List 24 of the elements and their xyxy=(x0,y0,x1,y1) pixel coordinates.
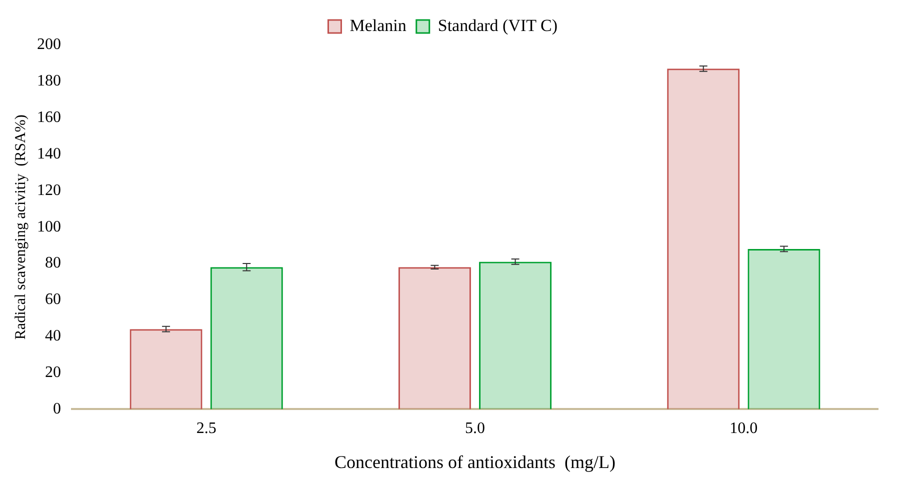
y-tick-label: 60 xyxy=(45,291,61,308)
bar xyxy=(210,267,283,410)
bar xyxy=(479,262,552,410)
y-tick-label: 140 xyxy=(37,145,61,162)
y-tick-label: 120 xyxy=(37,182,61,199)
y-tick-label: 40 xyxy=(45,328,61,345)
y-tick-label: 100 xyxy=(37,218,61,236)
y-tick-label: 20 xyxy=(45,364,61,381)
bar xyxy=(667,68,740,410)
x-tick-label: 2.5 xyxy=(196,420,216,438)
x-axis-title: Concentrations of antioxidants (mg/L) xyxy=(334,452,616,472)
y-axis-title: Radical scavenging acivitiy (RSA%) xyxy=(12,114,29,340)
bar xyxy=(398,267,471,410)
bar xyxy=(748,248,820,410)
y-tick-label: 180 xyxy=(37,72,61,90)
bar xyxy=(130,329,202,410)
y-tick-label: 200 xyxy=(37,36,61,54)
legend-label: Standard (VIT C) xyxy=(438,16,558,35)
y-tick-label: 0 xyxy=(53,400,61,418)
x-tick-label: 5.0 xyxy=(465,420,485,438)
x-tick-label: 10.0 xyxy=(730,420,758,438)
y-tick-label: 80 xyxy=(45,254,61,272)
legend-label: Melanin xyxy=(350,16,407,35)
y-tick-label: 160 xyxy=(37,109,61,126)
